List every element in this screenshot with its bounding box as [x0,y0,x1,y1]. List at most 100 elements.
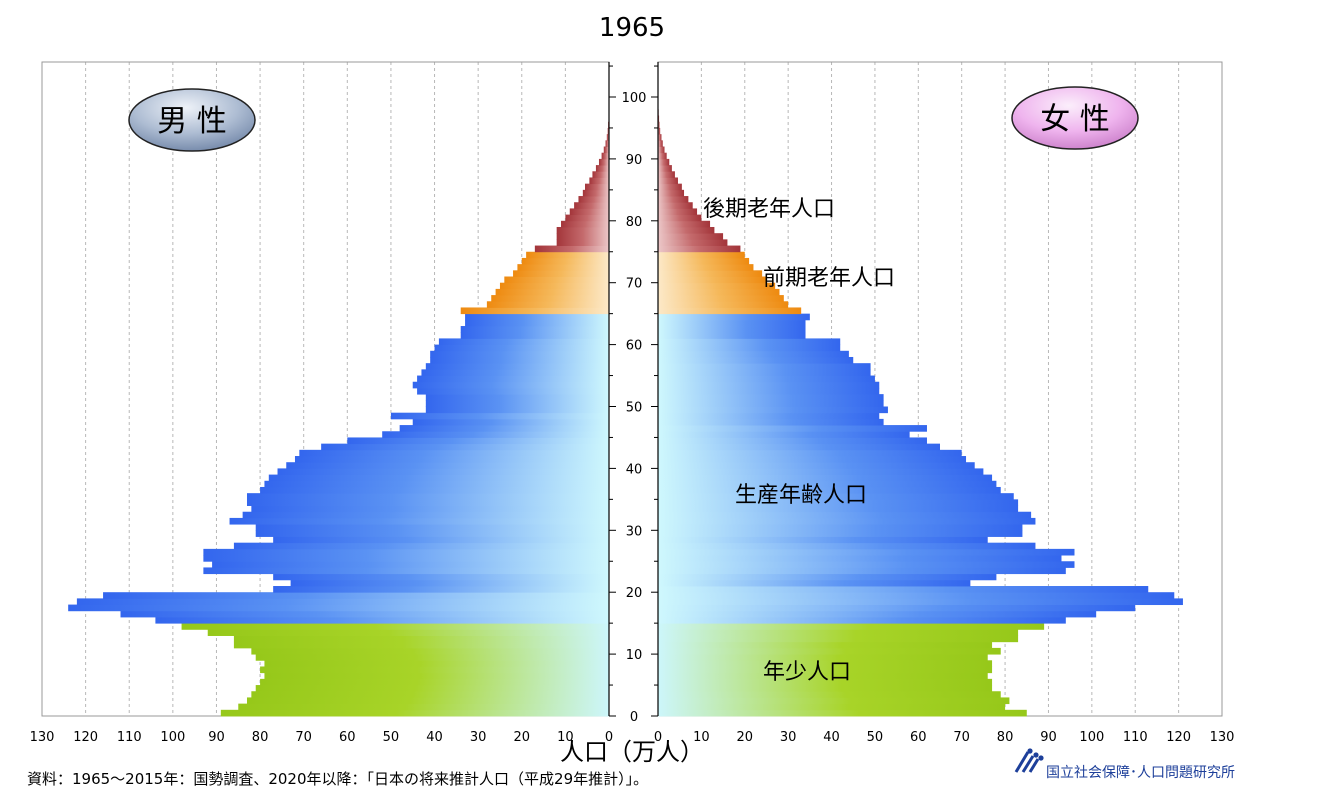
female-bar-age-84 [658,190,684,197]
x-axis-label: 人口（万人） [560,738,704,766]
male-bar-age-40 [286,462,609,469]
female-bar-age-89 [658,159,669,166]
group-label-working: 生産年齢人口 [735,483,867,508]
male-bar-age-61 [461,332,609,339]
male-bar-age-37 [264,481,609,488]
male-bar-age-70 [504,277,609,284]
female-bar-age-56 [658,363,871,370]
x-tick-label-female: 120 [1166,730,1191,745]
female-bar-age-18 [658,598,1183,605]
male-bar-age-6 [264,673,609,680]
female-bar-age-42 [658,450,962,457]
x-tick-label-male: 40 [426,730,443,745]
female-bar-age-51 [658,394,884,401]
male-bar-age-36 [260,487,609,494]
female-bar-age-73 [658,258,749,265]
x-tick-label-male: 130 [30,730,55,745]
x-tick-label-male: 80 [252,730,269,745]
male-bar-age-56 [426,363,609,370]
male-bar-age-90 [602,153,609,160]
male-bar-age-72 [517,264,609,271]
male-bar-age-41 [295,456,609,463]
male-bar-age-73 [522,258,609,265]
female-bar-age-70 [658,277,766,284]
female-bar-age-50 [658,400,884,407]
male-bar-age-49 [426,407,609,414]
female-bar-age-27 [658,543,1035,550]
x-tick-label-male: 110 [117,730,142,745]
male-bar-age-53 [413,382,609,389]
female-bar-age-63 [658,320,806,327]
age-tick-label: 10 [626,648,643,663]
chart-title: 1965 [599,13,665,43]
female-bar-age-92 [658,140,663,147]
male-bar-age-80 [565,215,609,222]
female-bar-age-20 [658,586,1148,593]
male-bar-age-76 [557,239,609,246]
male-bar-age-67 [491,295,609,302]
female-bar-age-76 [658,239,727,246]
male-bar-age-89 [599,159,609,166]
female-bar-age-13 [658,629,1018,636]
female-bar-age-86 [658,177,678,184]
age-tick-label: 50 [626,401,643,416]
male-bar-age-78 [557,227,609,234]
female-bar-age-90 [658,153,667,160]
male-bar-age-60 [439,338,609,345]
male-bar-age-30 [256,524,609,531]
female-bar-age-3 [658,691,1001,698]
male-bar-age-39 [278,468,609,475]
x-tick-label-female: 20 [736,730,753,745]
female-bar-age-61 [658,332,806,339]
x-tick-label-female: 70 [953,730,970,745]
female-bar-age-64 [658,314,810,321]
male-bar-age-32 [243,512,609,519]
female-bar-age-10 [658,648,1001,655]
male-bar-age-11 [234,642,609,649]
female-bar-age-91 [658,147,665,154]
female-bar-age-69 [658,283,775,290]
male-bar-age-44 [347,437,609,444]
female-bar-age-49 [658,407,888,414]
male-bar-age-54 [417,376,609,383]
female-bar-age-38 [658,475,992,482]
male-bar-age-68 [496,289,609,296]
female-bar-age-31 [658,518,1035,525]
male-bar-age-18 [77,598,609,605]
male-bar-age-17 [68,605,609,612]
male-bar-age-82 [574,202,609,209]
female-bar-age-48 [658,413,879,420]
x-tick-label-male: 30 [470,730,487,745]
male-bar-age-29 [256,530,609,537]
x-tick-label-female: 80 [997,730,1014,745]
female-bar-age-12 [658,636,1018,643]
female-bar-age-62 [658,326,806,333]
male-bar-age-83 [578,196,609,203]
age-tick-label: 70 [626,277,643,292]
female-bar-age-1 [658,704,1005,711]
age-tick-label: 30 [626,524,643,539]
female-bar-age-0 [658,710,1027,717]
male-bar-age-48 [391,413,609,420]
male-bar-age-22 [273,574,609,581]
male-bar-age-4 [256,685,609,692]
age-tick-label: 20 [626,586,643,601]
male-badge: 男 性 [129,89,255,151]
male-bar-age-21 [291,580,609,587]
male-bars [68,91,609,717]
male-bar-age-20 [273,586,609,593]
female-bar-age-54 [658,376,875,383]
female-bar-age-28 [658,536,988,543]
female-bar-age-83 [658,196,688,203]
male-bar-age-38 [269,475,609,482]
age-tick-label: 100 [622,91,647,106]
age-tick-label: 60 [626,339,643,354]
male-bar-age-91 [604,147,609,154]
female-bar-age-71 [658,270,762,277]
female-bar-age-44 [658,437,927,444]
female-bar-age-45 [658,431,910,438]
male-bar-age-10 [251,648,609,655]
female-bar-age-11 [658,642,992,649]
female-bar-age-26 [658,549,1074,556]
